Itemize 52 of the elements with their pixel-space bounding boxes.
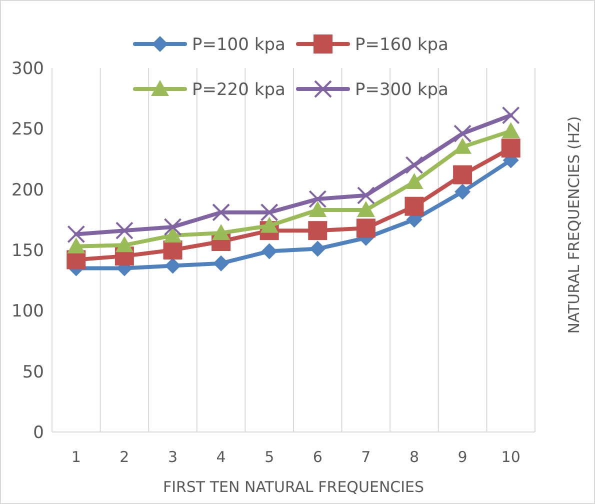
x-tick-label: 5 xyxy=(264,448,274,466)
point xyxy=(404,196,424,216)
y-tick-label: 0 xyxy=(33,422,44,443)
x-tick-label: 10 xyxy=(501,448,520,466)
point xyxy=(454,184,471,200)
point xyxy=(405,156,424,174)
point xyxy=(212,203,230,222)
x-tick-label: 4 xyxy=(216,448,226,466)
point xyxy=(356,218,376,238)
x-tick-label: 6 xyxy=(312,448,322,466)
point xyxy=(260,216,278,233)
point xyxy=(502,106,520,124)
x-tick-label: 8 xyxy=(409,448,420,466)
point xyxy=(213,255,230,272)
point xyxy=(163,240,182,260)
x-tick-label: 1 xyxy=(71,448,81,466)
x-axis-title: FIRST TEN NATURAL FREQUENCIES xyxy=(162,478,424,496)
y-tick-label: 150 xyxy=(12,240,44,261)
x-tick-label: 9 xyxy=(458,448,468,466)
point xyxy=(115,222,134,240)
legend-label: P=160 kpa xyxy=(355,34,448,55)
x-tick-label: 7 xyxy=(361,448,371,466)
point xyxy=(67,237,86,254)
point xyxy=(260,203,278,222)
point xyxy=(356,200,375,217)
y-tick-label: 200 xyxy=(12,180,44,200)
point xyxy=(308,221,328,240)
point xyxy=(67,225,86,244)
y-tick-label: 50 xyxy=(22,362,44,382)
point xyxy=(115,236,134,252)
point xyxy=(356,186,375,204)
point xyxy=(261,243,278,260)
point xyxy=(405,173,424,190)
point xyxy=(310,240,326,257)
y-tick-label: 300 xyxy=(12,58,44,79)
point xyxy=(502,122,520,138)
legend-label: P=220 kpa xyxy=(192,80,286,100)
point xyxy=(212,224,230,240)
point xyxy=(164,218,182,236)
point xyxy=(453,165,472,184)
point xyxy=(308,190,327,208)
legend-label: P=300 kpa xyxy=(355,80,448,100)
y-tick-label: 100 xyxy=(12,302,44,322)
y-tick-label: 250 xyxy=(12,120,44,140)
x-tick-label: 3 xyxy=(168,448,178,466)
point xyxy=(308,200,327,217)
y-axis-title: NATURAL FREQUENCIES (HZ) xyxy=(565,116,583,334)
point xyxy=(501,138,520,158)
point xyxy=(454,124,472,143)
point xyxy=(164,258,181,274)
legend-label: P=100 kpa xyxy=(192,34,286,55)
x-tick-label: 2 xyxy=(120,448,130,466)
